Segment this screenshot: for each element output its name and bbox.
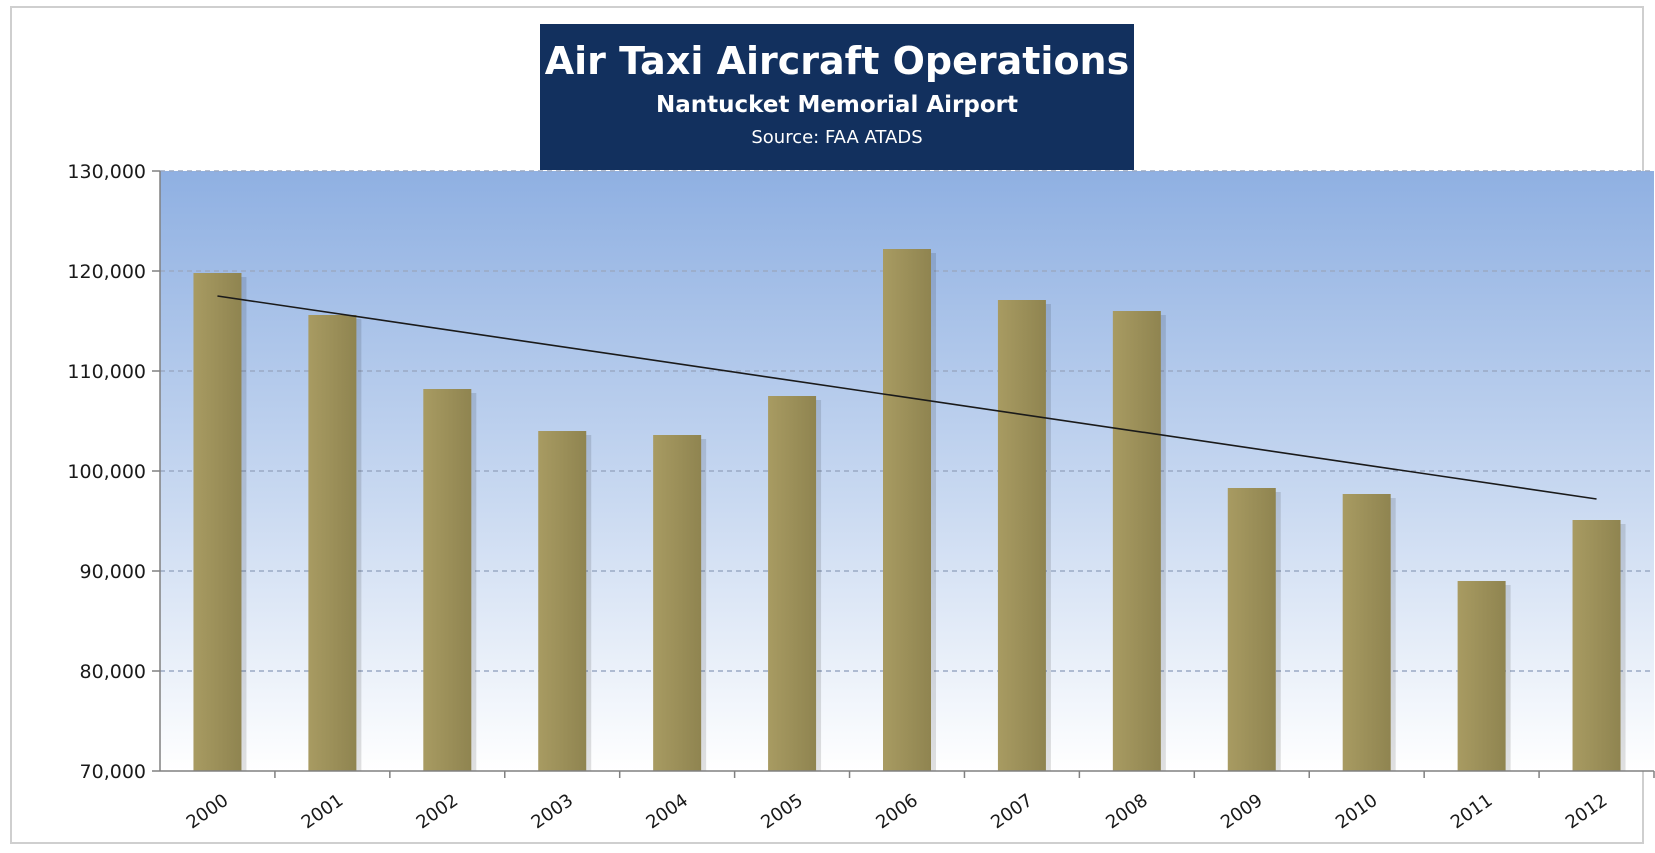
bar [1227, 488, 1276, 771]
chart-subtitle: Nantucket Memorial Airport [656, 92, 1018, 118]
bars [193, 249, 1626, 771]
x-tick-label: 2009 [1217, 790, 1267, 833]
bar [308, 315, 357, 771]
trendline [217, 295, 1597, 500]
chart-source: Source: FAA ATADS [751, 127, 923, 148]
y-tick-label: 110,000 [67, 361, 146, 383]
x-tick-label: 2003 [528, 790, 578, 833]
y-tick-label: 80,000 [80, 661, 146, 683]
x-tick-label: 2012 [1562, 790, 1612, 833]
bar [883, 249, 931, 771]
bar [1457, 581, 1506, 771]
y-tick-label: 100,000 [67, 461, 146, 483]
bar [423, 389, 472, 771]
y-tick-label: 130,000 [67, 161, 146, 183]
y-tick-label: 90,000 [80, 561, 146, 583]
bar [768, 396, 817, 771]
y-tick-label: 70,000 [80, 761, 146, 783]
bar [1112, 311, 1161, 771]
bar [193, 273, 242, 771]
x-tick-label: 2006 [872, 790, 922, 833]
trendline-layer [217, 295, 1597, 500]
x-tick-label: 2002 [413, 790, 463, 833]
x-tick-label: 2004 [642, 790, 692, 833]
x-tick-label: 2008 [1102, 790, 1152, 833]
chart-title: Air Taxi Aircraft Operations [544, 39, 1130, 83]
chart-title-box: Air Taxi Aircraft Operations Nantucket M… [540, 24, 1134, 170]
bar [997, 300, 1046, 771]
bar [1342, 494, 1391, 771]
bar [538, 431, 587, 771]
x-tick-label: 2005 [757, 790, 807, 833]
x-tick-label: 2011 [1447, 790, 1497, 833]
x-tick-label: 2007 [987, 790, 1037, 833]
bar [1572, 520, 1621, 771]
y-tick-label: 120,000 [67, 261, 146, 283]
x-tick-label: 2001 [298, 790, 348, 833]
x-tick-label: 2000 [183, 790, 233, 833]
bar [653, 435, 702, 771]
x-tick-label: 2010 [1332, 790, 1382, 833]
